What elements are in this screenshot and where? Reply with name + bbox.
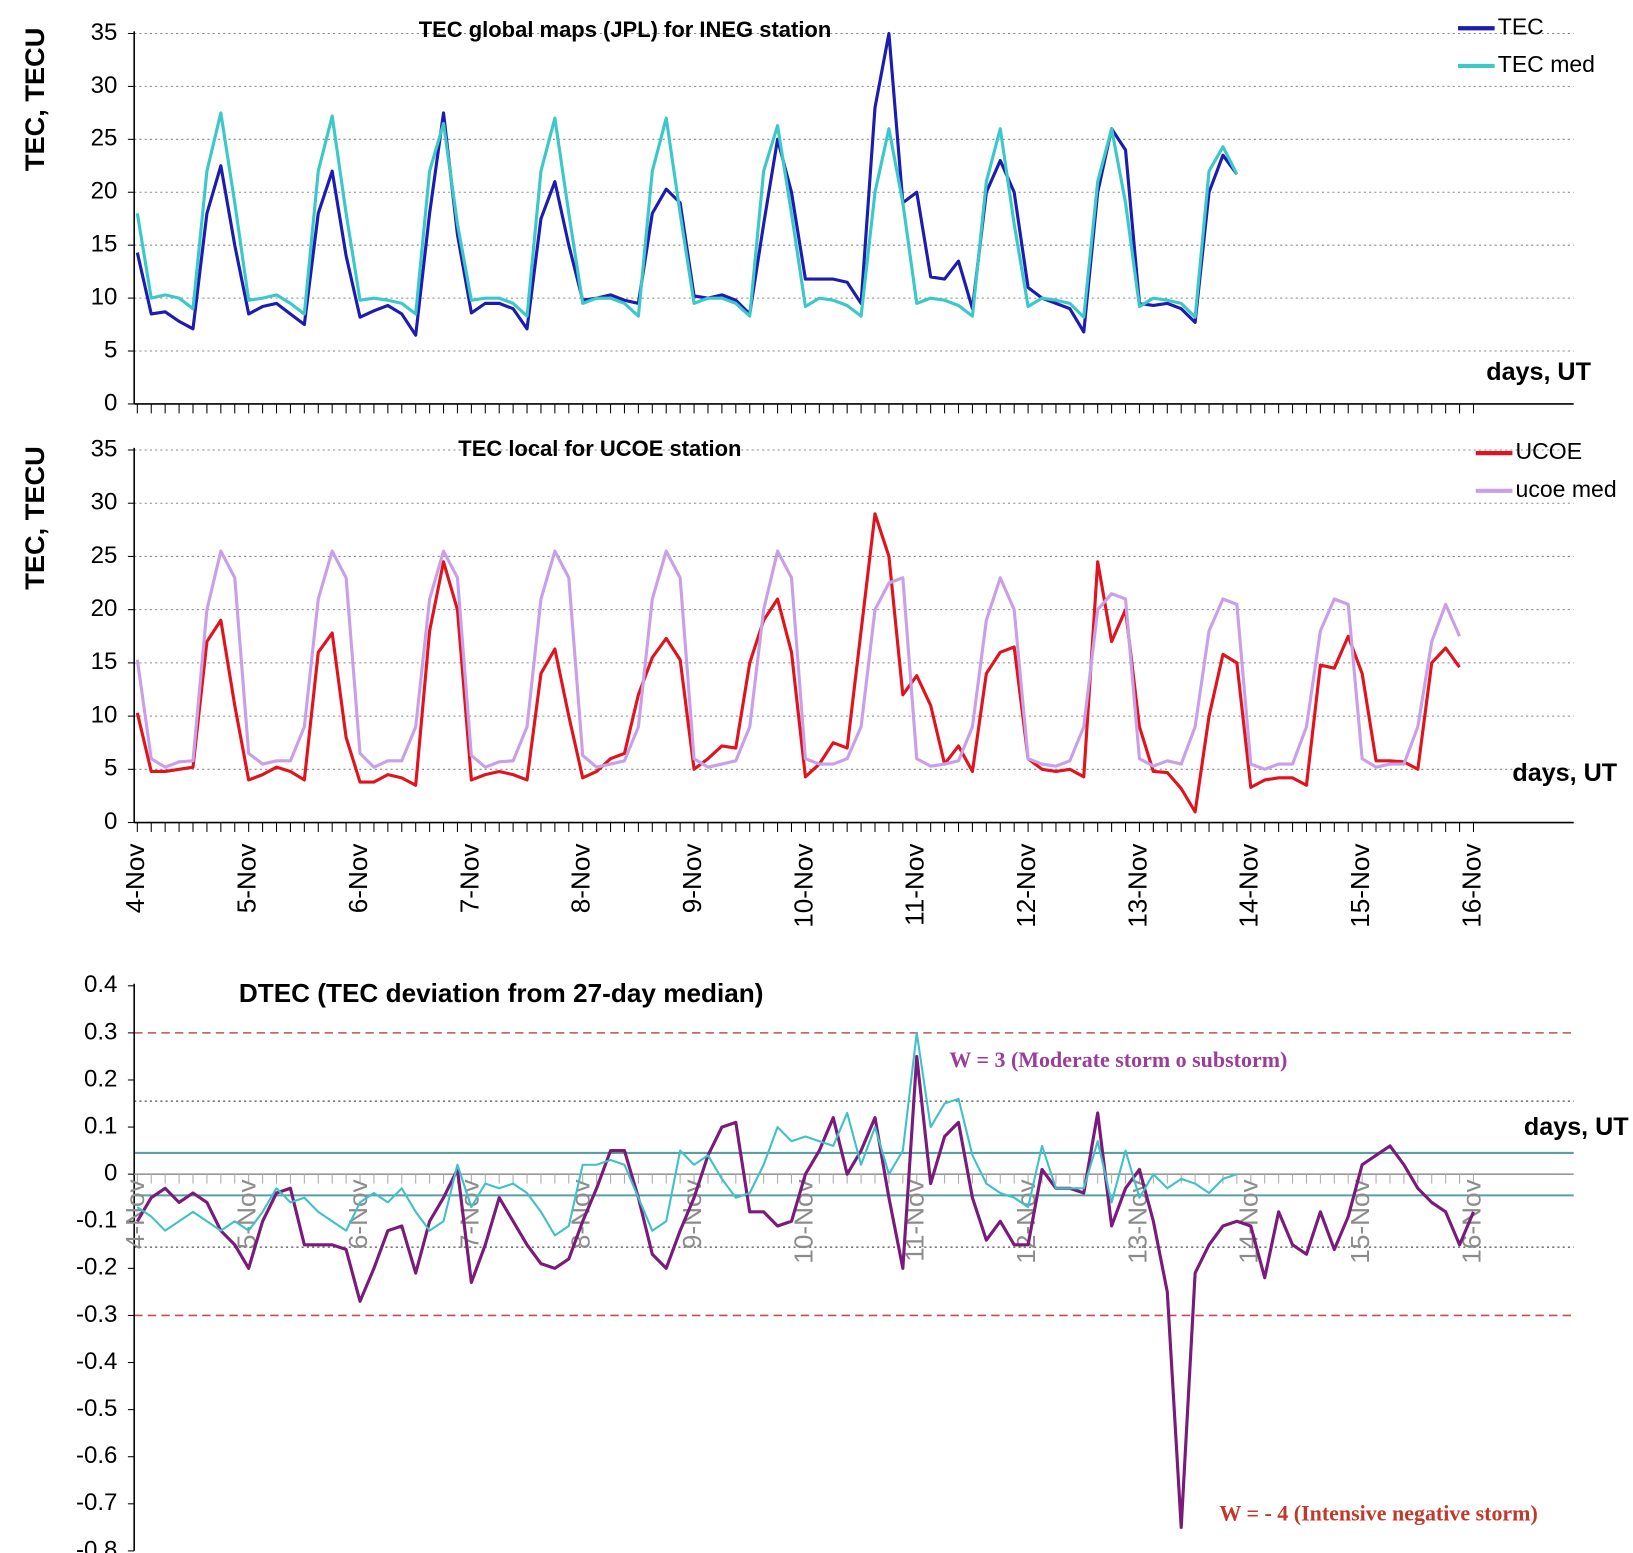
x-tick-label: 12-Nov [1011,843,1041,927]
y-tick-label: -0.3 [76,1301,117,1328]
x-tick-label: 13-Nov [1122,843,1152,927]
y-tick-label: -0.1 [76,1207,117,1234]
y-tick-label: -0.6 [76,1442,117,1469]
x-tick-label: 7-Nov [454,843,484,913]
y-tick-label: -0.7 [76,1489,117,1516]
x-tick-label: 5-Nov [232,843,262,913]
y-tick-label: -0.5 [76,1395,117,1422]
x-tick-label: 15-Nov [1345,843,1375,927]
y-tick-label: 0 [104,1160,117,1187]
x-tick-label: 16-Nov [1456,1179,1486,1263]
y-tick-label: 0 [104,389,117,416]
y-tick-label: 10 [91,701,118,728]
x-tick-label: 10-Nov [788,843,818,927]
series-line [135,111,1239,319]
series-line [135,31,1239,337]
y-tick-label: 10 [91,283,118,310]
x-tick-label: 4-Nov [120,843,150,913]
annotation: W = - 4 (Intensive negative storm) [1219,1500,1537,1525]
x-tick-label: 8-Nov [566,1179,596,1249]
x-tick-label: 15-Nov [1345,1179,1375,1263]
y-tick-label: 35 [91,19,118,46]
y-tick-label: 30 [91,72,118,99]
x-tick-label: 16-Nov [1456,843,1486,927]
x-tick-label: 4-Nov [120,1179,150,1249]
x-tick-label: 11-Nov [900,843,930,925]
y-tick-label: 20 [91,595,118,622]
legend-label: UCOE [1516,438,1583,464]
x-tick-label: 6-Nov [343,1179,373,1249]
y-tick-label: 15 [91,231,118,258]
y-tick-label: 0.4 [84,971,117,998]
y-axis-label: TEC, TECU [19,446,50,590]
legend-label: TEC [1498,13,1544,39]
y-tick-label: 20 [91,178,118,205]
y-tick-label: 5 [104,336,117,363]
x-tick-label: 8-Nov [566,843,596,913]
x-axis-label: days, UT [1512,759,1617,787]
legend-label: TEC med [1498,51,1595,77]
y-tick-label: 0 [104,808,117,835]
series-line [135,549,1462,771]
y-axis-label: TEC, TECU [19,28,50,172]
x-tick-label: 9-Nov [677,843,707,913]
x-axis-label: days, UT [1524,1113,1629,1141]
y-tick-label: 30 [91,489,118,516]
y-tick-label: 15 [91,648,118,675]
series-line [136,1031,1238,1237]
y-tick-label: 0.3 [84,1018,117,1045]
y-tick-label: -0.2 [76,1254,117,1281]
y-tick-label: -0.8 [76,1536,117,1553]
annotation: W = 3 (Moderate storm o substorm) [949,1047,1287,1072]
x-tick-label: 14-Nov [1234,843,1264,927]
chart-title: TEC global maps (JPL) for INEG station [419,17,832,42]
y-tick-label: 25 [91,125,118,152]
y-tick-label: -0.4 [76,1348,117,1375]
chart-title: TEC local for UCOE station [458,436,741,461]
chart-title: DTEC (TEC deviation from 27-day median) [239,978,764,1008]
y-tick-label: 25 [91,542,118,569]
y-tick-label: 0.2 [84,1065,117,1092]
y-tick-label: 0.1 [84,1112,117,1139]
legend-label: ucoe med [1516,476,1617,502]
x-axis-label: days, UT [1486,358,1591,386]
y-tick-label: 35 [91,435,118,462]
x-tick-label: 6-Nov [343,843,373,913]
series-line [135,1054,1475,1529]
series-line [135,512,1461,814]
x-tick-label: 10-Nov [788,1179,818,1263]
x-tick-label: 9-Nov [677,1179,707,1249]
y-tick-label: 5 [104,755,117,782]
